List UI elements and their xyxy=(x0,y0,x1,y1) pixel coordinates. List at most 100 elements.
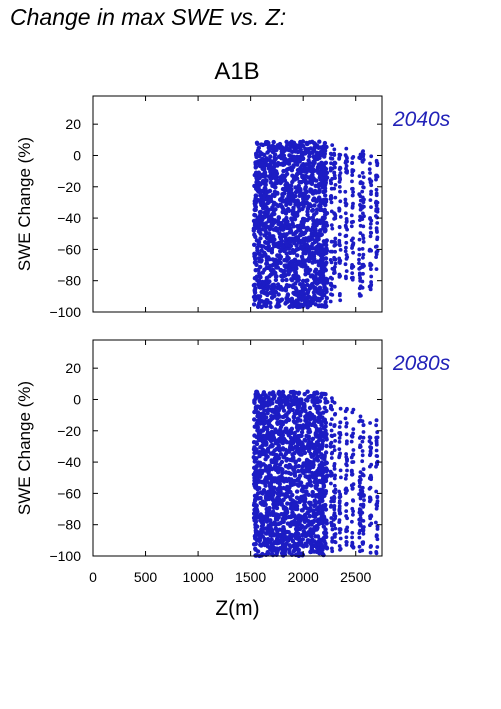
data-point xyxy=(343,416,348,421)
data-point xyxy=(291,502,296,507)
x-tick-label: 0 xyxy=(89,569,97,585)
data-point xyxy=(317,228,323,233)
data-point xyxy=(268,290,273,295)
data-point xyxy=(258,213,263,218)
data-point xyxy=(290,217,295,223)
data-point xyxy=(278,241,283,247)
data-point xyxy=(320,184,326,189)
data-point xyxy=(350,535,354,540)
data-point xyxy=(278,424,284,430)
data-point xyxy=(255,424,260,429)
data-point xyxy=(330,549,335,554)
data-point xyxy=(368,445,372,449)
data-point xyxy=(309,519,314,525)
data-point xyxy=(291,250,297,255)
data-point xyxy=(358,414,363,419)
data-point xyxy=(351,482,356,487)
data-point xyxy=(305,243,310,248)
data-point xyxy=(351,190,355,194)
data-point xyxy=(257,188,262,194)
data-point xyxy=(264,209,269,214)
data-point xyxy=(310,174,315,180)
data-point xyxy=(284,182,289,187)
data-point xyxy=(263,158,268,163)
data-point xyxy=(253,193,258,198)
data-point xyxy=(299,201,304,207)
data-point xyxy=(338,215,343,219)
data-point xyxy=(269,490,274,495)
data-point xyxy=(295,246,301,252)
data-point xyxy=(333,526,338,531)
data-point xyxy=(277,462,283,467)
data-point xyxy=(321,410,326,415)
data-point xyxy=(277,257,282,262)
data-point xyxy=(269,442,275,448)
data-point xyxy=(281,534,286,539)
data-point xyxy=(374,520,378,525)
data-point xyxy=(283,505,288,511)
data-point xyxy=(290,458,295,463)
data-point xyxy=(313,231,318,236)
data-point xyxy=(254,262,259,267)
data-point xyxy=(302,169,307,174)
data-point xyxy=(296,405,301,411)
data-point xyxy=(337,527,342,532)
data-point xyxy=(304,445,309,450)
data-point xyxy=(361,435,366,440)
data-point xyxy=(360,540,365,545)
data-point xyxy=(261,462,266,467)
data-point xyxy=(278,452,284,457)
data-point xyxy=(312,141,317,146)
data-point xyxy=(329,499,333,504)
data-point xyxy=(294,546,300,551)
data-point xyxy=(357,257,361,262)
data-point xyxy=(305,290,310,295)
data-point xyxy=(289,277,294,282)
data-point xyxy=(310,241,315,247)
data-point xyxy=(258,512,263,517)
data-point xyxy=(313,295,318,301)
data-point xyxy=(329,287,334,292)
data-point xyxy=(263,420,268,425)
data-point xyxy=(288,544,293,549)
data-point xyxy=(296,390,302,395)
data-point xyxy=(288,226,293,232)
data-point xyxy=(343,409,348,414)
y-tick-label: −80 xyxy=(57,273,81,289)
data-point xyxy=(306,492,311,497)
data-point xyxy=(310,461,315,466)
data-point xyxy=(308,541,314,547)
data-point xyxy=(330,546,334,551)
data-point xyxy=(284,251,289,256)
data-point xyxy=(256,145,261,151)
data-point xyxy=(357,237,362,242)
data-point xyxy=(299,163,305,168)
chart-panel-2040s: 20 0 −20 −40 −60 −80 −100 SWE Change (%) 2040s xyxy=(15,95,451,320)
data-point xyxy=(276,470,281,475)
data-point xyxy=(351,545,356,549)
data-point xyxy=(338,432,343,437)
data-point xyxy=(360,159,365,163)
data-point xyxy=(337,152,342,157)
data-point xyxy=(285,219,290,224)
data-point xyxy=(266,449,271,454)
data-point xyxy=(331,517,336,522)
data-point xyxy=(308,393,313,399)
data-point xyxy=(253,234,258,239)
data-point xyxy=(295,253,300,258)
data-point xyxy=(313,247,319,252)
data-point xyxy=(261,201,266,206)
data-point xyxy=(265,299,270,305)
data-point xyxy=(344,432,349,437)
data-point xyxy=(269,551,275,556)
data-point xyxy=(267,496,272,502)
data-point xyxy=(351,499,356,503)
data-point xyxy=(289,296,295,301)
data-point xyxy=(323,248,328,253)
data-point xyxy=(332,483,337,488)
data-point xyxy=(323,392,328,397)
data-point xyxy=(351,168,356,173)
data-point xyxy=(260,404,265,410)
data-point xyxy=(259,248,264,253)
data-point xyxy=(332,523,336,528)
